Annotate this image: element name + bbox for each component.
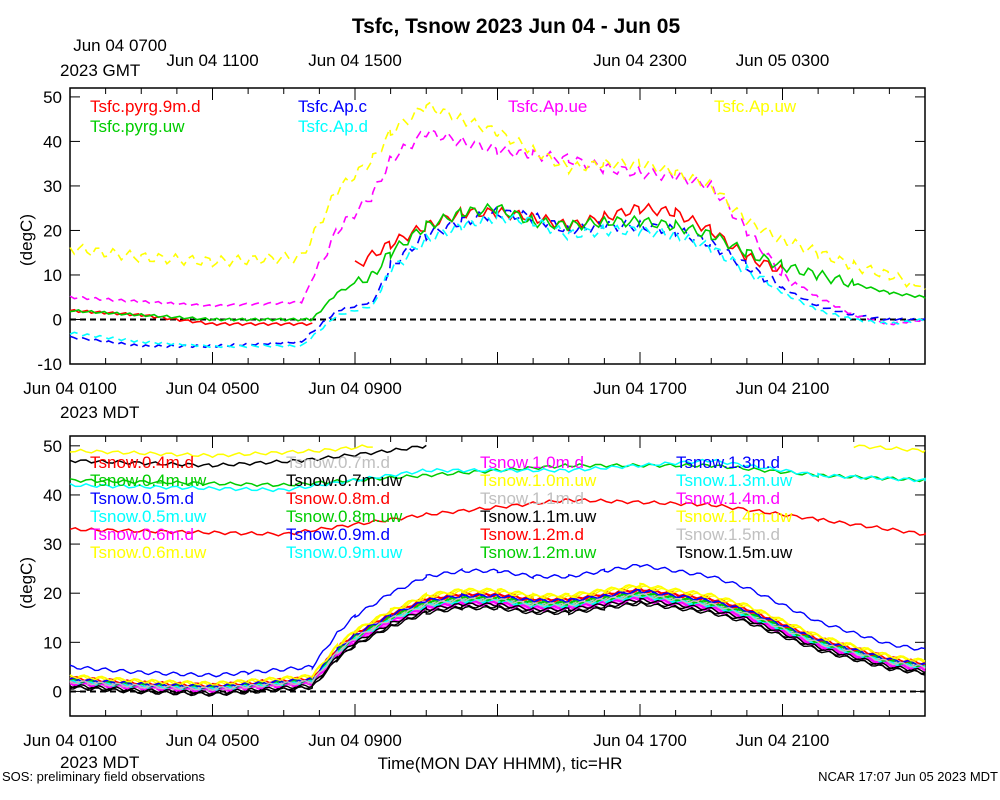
- mdt-tz-label-bottom: 2023 MDT: [60, 753, 139, 772]
- legend-tsnow-0-7m-uw: Tsnow.0.7m.uw: [286, 471, 403, 490]
- x-tick-label-gmt: Jun 05 0300: [736, 51, 830, 70]
- footer-left: SOS: preliminary field observations: [2, 769, 206, 784]
- legend-tsfc-ap-ue: Tsfc.Ap.ue: [508, 97, 587, 116]
- legend-tsnow-0-6m-uw: Tsnow.0.6m.uw: [90, 543, 207, 562]
- legend-tsnow-1-2m-uw: Tsnow.1.2m.uw: [480, 543, 597, 562]
- legend-tsnow-1-1m-d: Tsnow.1.1m.d: [480, 489, 584, 508]
- series-line-tsnow-0-5m-d: [69, 563, 926, 678]
- series-line-tsnow-1-5m-uw: [69, 597, 926, 695]
- legend-tsnow-0-5m-d: Tsnow.0.5m.d: [90, 489, 194, 508]
- high-line-tsnow-1-4m-uw: [853, 444, 926, 454]
- y-tick-label-tsnow: 30: [43, 535, 62, 554]
- legend-tsnow-1-5m-uw: Tsnow.1.5m.uw: [676, 543, 793, 562]
- x-tick-label-gmt: Jun 04 1500: [308, 51, 402, 70]
- series-line-tsfc-ap-d: [69, 210, 926, 349]
- gmt-tz-label: 2023 GMT: [60, 61, 140, 80]
- y-tick-label-tsfc: 10: [43, 266, 62, 285]
- x-tick-label-mdt-tsfc: Jun 04 0500: [166, 379, 260, 398]
- x-tick-label-gmt: Jun 04 2300: [593, 51, 687, 70]
- series-line-tsnow-1-4m-d: [69, 596, 926, 693]
- series-line-tsfc-ap-c: [69, 206, 926, 349]
- high-line-tsnow-0-6m-uw: [69, 444, 373, 459]
- y-tick-label-tsfc: 30: [43, 177, 62, 196]
- y-tick-label-tsfc: 20: [43, 221, 62, 240]
- x-tick-label-mdt-tsnow: Jun 04 1700: [593, 731, 687, 750]
- legend-tsnow-1-4m-d: Tsnow.1.4m.d: [676, 489, 780, 508]
- series-line-tsfc-ap-uw: [69, 100, 926, 290]
- x-tick-label-mdt-tsfc: Jun 04 0100: [23, 379, 117, 398]
- x-tick-label-mdt-tsnow: Jun 04 2100: [736, 731, 830, 750]
- legend-tsnow-1-1m-uw: Tsnow.1.1m.uw: [480, 507, 597, 526]
- legend-tsnow-1-5m-d: Tsnow.1.5m.d: [676, 525, 780, 544]
- series-line-tsnow-0-7m-uw: [69, 598, 926, 696]
- legend-tsnow-1-0m-uw: Tsnow.1.0m.uw: [480, 471, 597, 490]
- y-tick-label-tsfc: 50: [43, 88, 62, 107]
- legend-tsnow-0-4m-uw: Tsnow.0.4m.uw: [90, 471, 207, 490]
- legend-tsfc-ap-c: Tsfc.Ap.c: [298, 97, 367, 116]
- high-line-tsnow-0-4m-d: [69, 498, 926, 537]
- legend-tsnow-1-0m-d: Tsnow.1.0m.d: [480, 453, 584, 472]
- y-tick-label-tsnow: 40: [43, 486, 62, 505]
- legend-tsnow-0-7m-d: Tsnow.0.7m.d: [286, 453, 390, 472]
- y-tick-label-tsfc: 40: [43, 132, 62, 151]
- legend-tsnow-1-2m-d: Tsnow.1.2m.d: [480, 525, 584, 544]
- legend-tsnow-0-4m-d: Tsnow.0.4m.d: [90, 453, 194, 472]
- series-line-tsnow-1-5m-d: [69, 592, 926, 692]
- legend-tsfc-pyrg-uw: Tsfc.pyrg.uw: [90, 117, 185, 136]
- ylabel-tsfc: (degC): [17, 214, 36, 266]
- legend-tsnow-1-4m-uw: Tsnow.1.4m.uw: [676, 507, 793, 526]
- legend-tsnow-0-6m-d: Tsnow.0.6m.d: [90, 525, 194, 544]
- legend-tsnow-1-3m-uw: Tsnow.1.3m.uw: [676, 471, 793, 490]
- y-tick-label-tsnow: 0: [53, 682, 62, 701]
- legend-tsfc-ap-uw: Tsfc.Ap.uw: [714, 97, 797, 116]
- panel-tsfc: (degC) 2023 GMT 2023 MDT -10 0 10 20 30 40 50 J…: [17, 36, 926, 422]
- x-tick-label-mdt-tsnow: Jun 04 0900: [308, 731, 402, 750]
- series-line-tsnow-1-1m-uw: [69, 600, 926, 697]
- y-tick-label-tsfc: 0: [53, 310, 62, 329]
- x-tick-label-mdt-tsfc: Jun 04 0900: [308, 379, 402, 398]
- y-tick-label-tsnow: 50: [43, 437, 62, 456]
- y-tick-label-tsnow: 20: [43, 584, 62, 603]
- x-tick-label-mdt-tsfc: Jun 04 2100: [736, 379, 830, 398]
- plot-frame-tsfc: [69, 87, 926, 365]
- ylabel-tsnow: (degC): [17, 557, 36, 609]
- legend-tsnow-0-8m-uw: Tsnow.0.8m.uw: [286, 507, 403, 526]
- y-tick-label-tsnow: 10: [43, 633, 62, 652]
- x-tick-label-mdt-tsfc: Jun 04 1700: [593, 379, 687, 398]
- series-line-tsnow-1-4m-uw: [69, 585, 926, 686]
- y-tick-label-tsfc: -10: [37, 355, 62, 374]
- x-tick-label-gmt: Jun 04 0700: [73, 36, 167, 55]
- series-line-tsfc-ap-ue: [69, 128, 926, 326]
- panel-tsnow: (degC) 2023 MDT Time(MON DAY HHMM), tic=…: [17, 435, 926, 773]
- legend-tsfc-pyrg-9m-d: Tsfc.pyrg.9m.d: [90, 97, 201, 116]
- mdt-tz-label-top: 2023 MDT: [60, 403, 139, 422]
- chart-title: Tsfc, Tsnow 2023 Jun 04 - Jun 05: [352, 15, 681, 38]
- x-axis-label: Time(MON DAY HHMM), tic=HR: [378, 754, 623, 773]
- legend-tsnow-0-9m-d: Tsnow.0.9m.d: [286, 525, 390, 544]
- legend-tsnow-1-3m-d: Tsnow.1.3m.d: [676, 453, 780, 472]
- legend-tsfc-ap-d: Tsfc.Ap.d: [298, 117, 368, 136]
- footer-right: NCAR 17:07 Jun 05 2023 MDT: [818, 769, 998, 784]
- legend-tsnow-0-5m-uw: Tsnow.0.5m.uw: [90, 507, 207, 526]
- legend-tsnow-0-9m-uw: Tsnow.0.9m.uw: [286, 543, 403, 562]
- high-line-tsnow-0-7m-uw: [69, 444, 427, 468]
- legend-tsnow-0-8m-d: Tsnow.0.8m.d: [286, 489, 390, 508]
- x-tick-label-mdt-tsnow: Jun 04 0100: [23, 731, 117, 750]
- x-tick-label-gmt: Jun 04 1100: [166, 51, 258, 70]
- series-line-tsfc-pyrg-uw: [69, 202, 926, 322]
- high-line-tsnow-0-5m-uw: [69, 458, 926, 493]
- x-tick-label-mdt-tsnow: Jun 04 0500: [166, 731, 260, 750]
